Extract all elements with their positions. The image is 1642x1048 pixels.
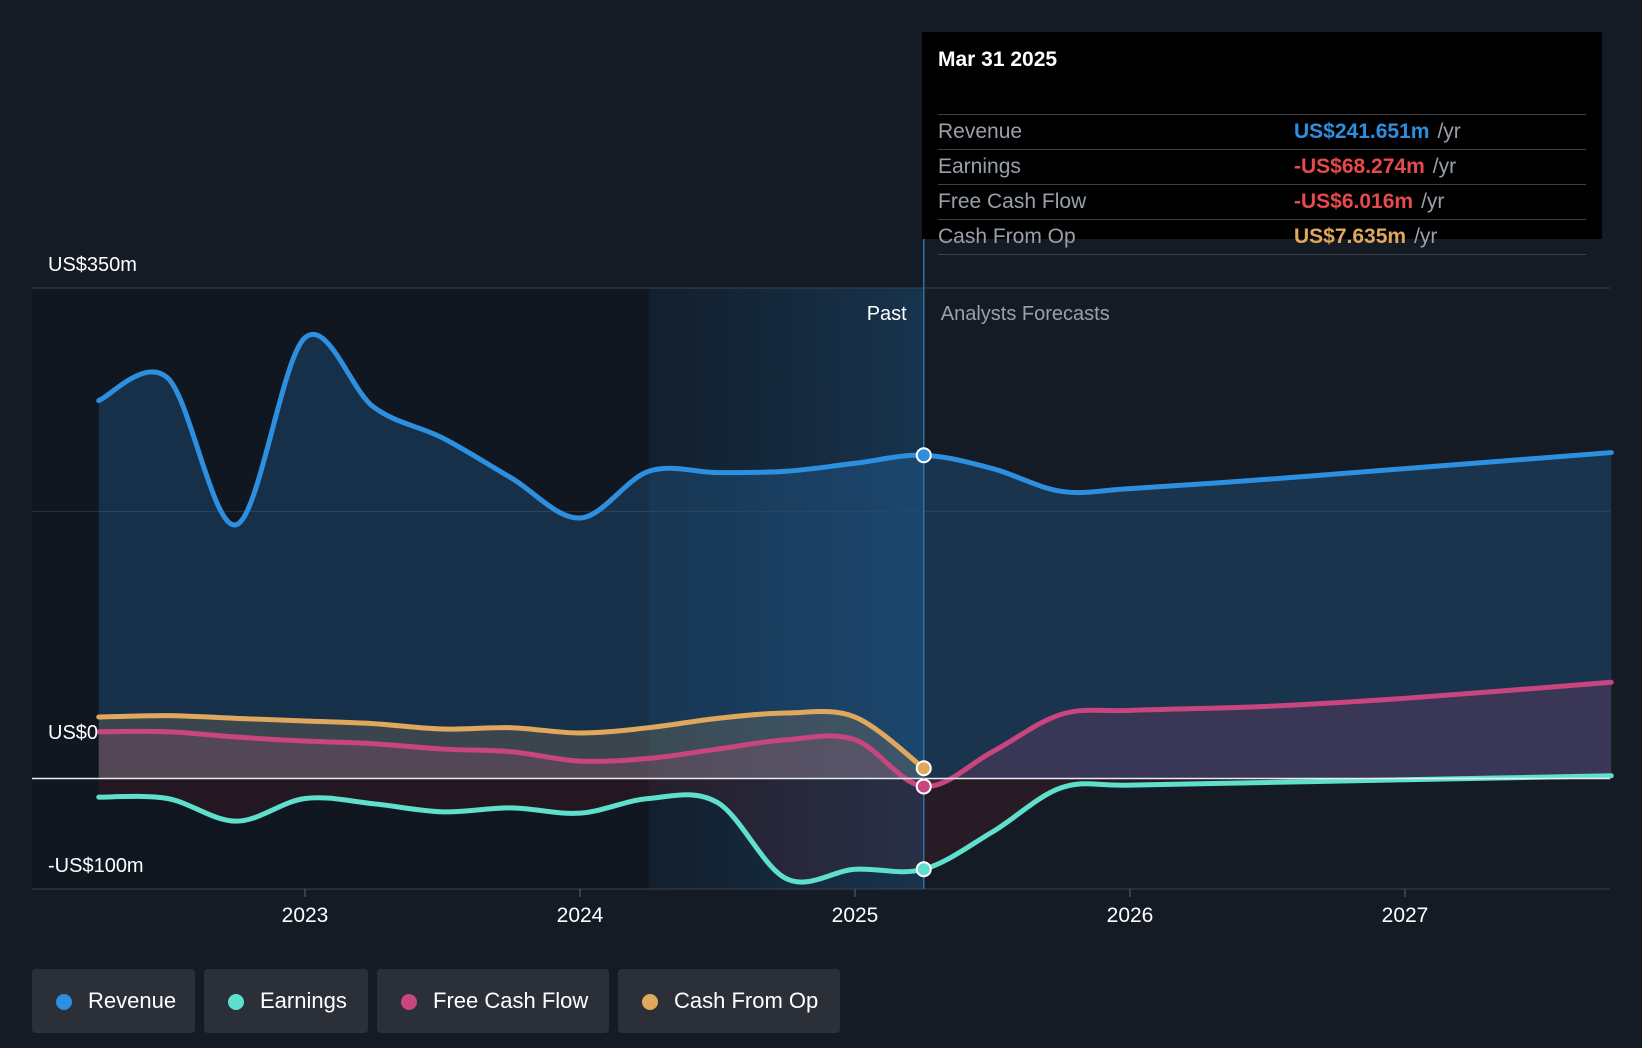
tooltip-unit: /yr [1414, 225, 1438, 248]
y-label-zero: US$0 [48, 722, 98, 744]
tooltip-unit: /yr [1421, 190, 1445, 213]
cash-from-op-marker [915, 760, 932, 777]
tooltip-row-cash-from-op: Cash From Op US$7.635m/yr [938, 219, 1586, 255]
tooltip-value: -US$68.274m/yr [1294, 155, 1457, 178]
gridlines [32, 287, 1610, 890]
legend-item-earnings[interactable]: Earnings [204, 969, 368, 1033]
x-tick-label: 2026 [1107, 904, 1154, 927]
free-cash-flow-line [96, 679, 1614, 789]
legend-dot-icon [401, 994, 417, 1010]
x-tick-label: 2027 [1382, 904, 1429, 927]
tooltip-label: Revenue [938, 120, 1023, 143]
current-markers [915, 447, 932, 878]
tooltip-row-revenue: Revenue US$241.651m/yr [938, 114, 1586, 149]
legend-label: Free Cash Flow [433, 988, 589, 1013]
revenue-marker [915, 447, 932, 464]
tooltip-row-free-cash-flow: Free Cash Flow -US$6.016m/yr [938, 184, 1586, 219]
tooltip-value: US$241.651m/yr [1294, 120, 1461, 143]
legend-item-cash-from-op[interactable]: Cash From Op [618, 969, 840, 1033]
y-label-top: US$350m [48, 254, 137, 276]
past-label: Past [867, 303, 907, 325]
x-axis: 2023 2024 2025 2026 2027 [282, 889, 1429, 927]
recent-past-highlight [648, 288, 924, 889]
cash-from-op-area [98, 711, 924, 779]
legend-dot-icon [56, 994, 72, 1010]
x-tick-label: 2024 [557, 904, 604, 927]
tooltip-value: US$7.635m/yr [1294, 225, 1438, 248]
legend-label: Revenue [88, 988, 177, 1013]
tooltip: Mar 31 2025 Revenue US$241.651m/yr Earning… [922, 32, 1602, 255]
free-cash-flow-marker [915, 778, 932, 795]
tooltip-value: -US$6.016m/yr [1294, 190, 1445, 213]
tooltip-label: Earnings [938, 155, 1021, 178]
legend-label: Cash From Op [674, 988, 819, 1013]
earnings-area [98, 775, 1612, 883]
legend-item-revenue[interactable]: Revenue [32, 969, 195, 1033]
legend-label: Earnings [260, 988, 347, 1013]
y-label-bottom: -US$100m [48, 855, 144, 877]
legend-dot-icon [642, 994, 658, 1010]
revenue-area [98, 334, 1612, 779]
earnings-marker [915, 861, 932, 878]
tooltip-label: Free Cash Flow [938, 190, 1087, 213]
series-lines [32, 332, 1614, 885]
tooltip-label: Cash From Op [938, 225, 1076, 248]
tooltip-unit: /yr [1437, 120, 1461, 143]
cash-from-op-line [96, 708, 927, 771]
legend-item-free-cash-flow[interactable]: Free Cash Flow [377, 969, 609, 1033]
earnings-line [96, 773, 1614, 885]
revenue-line [96, 332, 1614, 528]
tooltip-unit: /yr [1432, 155, 1457, 178]
tooltip-row-earnings: Earnings -US$68.274m/yr [938, 149, 1586, 184]
legend-dot-icon [228, 994, 244, 1010]
tooltip-date: Mar 31 2025 [938, 48, 1058, 71]
series-areas [98, 334, 1612, 883]
forecast-label: Analysts Forecasts [941, 303, 1110, 325]
x-tick-label: 2023 [282, 904, 329, 927]
x-tick-label: 2025 [832, 904, 879, 927]
